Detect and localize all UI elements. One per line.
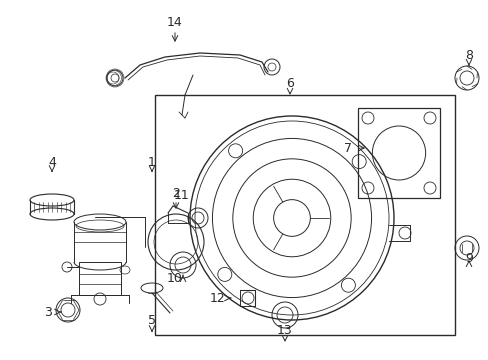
Text: 11: 11 — [174, 189, 189, 202]
Text: 1: 1 — [148, 156, 156, 168]
Text: 6: 6 — [285, 77, 293, 90]
Text: 14: 14 — [167, 15, 183, 28]
Text: 9: 9 — [464, 252, 472, 265]
Text: 13: 13 — [277, 324, 292, 337]
Text: 5: 5 — [148, 314, 156, 327]
Bar — [79, 262, 121, 295]
Text: 8: 8 — [464, 49, 472, 62]
Bar — [357, 108, 439, 198]
Text: 7: 7 — [343, 141, 351, 154]
Bar — [155, 95, 454, 335]
Text: 3: 3 — [44, 306, 52, 319]
Text: 12: 12 — [210, 292, 225, 305]
Text: 2: 2 — [172, 186, 180, 199]
Text: 4: 4 — [48, 156, 56, 168]
Text: 10: 10 — [167, 271, 183, 284]
